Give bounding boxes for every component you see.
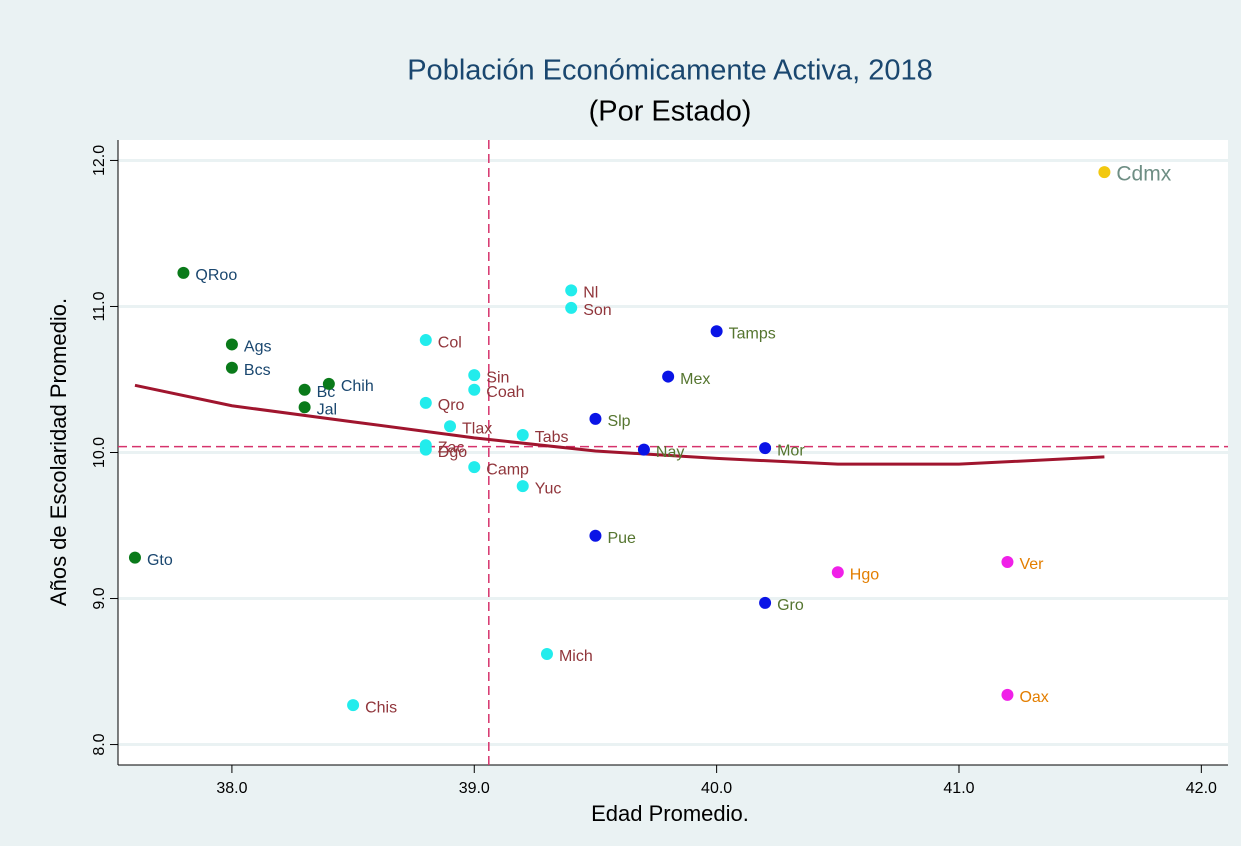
point — [831, 566, 844, 579]
chart-subtitle: (Por Estado) — [589, 96, 752, 128]
point-label: Nl — [583, 285, 598, 302]
point-label: Son — [583, 302, 611, 319]
point-label: Ags — [244, 339, 272, 356]
point — [540, 648, 553, 661]
point-label: Zac — [438, 439, 465, 456]
x-axis-label: Edad Promedio. — [591, 801, 749, 826]
x-tick-label: 38.0 — [216, 780, 247, 797]
y-axis-label: Años de Escolaridad Promedio. — [46, 298, 71, 606]
point — [298, 383, 311, 396]
y-tick-label: 10.0 — [91, 437, 108, 468]
point — [759, 442, 772, 455]
fit-line — [134, 383, 1105, 466]
point — [347, 699, 360, 712]
x-tick-label: 42.0 — [1186, 780, 1217, 797]
point-label: Tlax — [462, 420, 492, 437]
point — [637, 443, 650, 456]
point-label: Hgo — [850, 566, 879, 583]
point — [662, 370, 675, 383]
point-label: Tabs — [535, 429, 569, 446]
point-label: Tamps — [729, 326, 776, 343]
point — [589, 529, 602, 542]
point — [225, 338, 238, 351]
point-label: Chis — [365, 699, 397, 716]
point — [565, 284, 578, 297]
point — [759, 596, 772, 609]
point-label: Camp — [486, 461, 529, 478]
point-label: Mor — [777, 442, 805, 459]
point-label: Mex — [680, 371, 710, 388]
point — [225, 361, 238, 374]
point-label: Gro — [777, 597, 804, 614]
point-label: Cdmx — [1116, 163, 1171, 186]
point-label: Qro — [438, 397, 465, 414]
point — [444, 420, 457, 433]
point-label: Pue — [607, 530, 636, 547]
y-tick-label: 8.0 — [91, 733, 108, 755]
point — [1001, 556, 1014, 569]
point — [177, 266, 190, 279]
y-tick-label: 11.0 — [91, 291, 108, 321]
x-tick-label: 39.0 — [459, 780, 490, 797]
point — [298, 401, 311, 414]
point — [322, 377, 335, 390]
point-label: Yuc — [535, 480, 562, 497]
point — [565, 301, 578, 314]
point-label: Col — [438, 334, 462, 351]
point-label: Ver — [1019, 556, 1044, 573]
point — [419, 334, 432, 347]
point-label: Nay — [656, 444, 684, 461]
point-label: Sin — [486, 369, 509, 386]
point — [516, 428, 529, 441]
point-label: Gto — [147, 552, 173, 569]
point-label: Dgo — [438, 444, 467, 461]
point — [589, 412, 602, 425]
point — [468, 369, 481, 382]
point-label: Oax — [1019, 689, 1048, 706]
point — [419, 396, 432, 409]
y-tick-label: 9.0 — [91, 587, 108, 609]
point — [710, 325, 723, 338]
point — [419, 443, 432, 456]
point-label: Mich — [559, 648, 593, 665]
point — [468, 461, 481, 474]
point-label: Jal — [317, 401, 337, 418]
point — [468, 383, 481, 396]
point-label: Coah — [486, 384, 524, 401]
point — [1098, 166, 1111, 179]
point — [1001, 688, 1014, 701]
point-label: Slp — [607, 413, 630, 430]
chart-title: Población Económicamente Activa, 2018 — [407, 55, 933, 87]
point — [516, 480, 529, 493]
point-label: QRoo — [195, 267, 237, 284]
y-tick-label: 12.0 — [91, 145, 108, 176]
x-tick-label: 41.0 — [943, 780, 974, 797]
point — [128, 551, 141, 564]
point-label: Chih — [341, 378, 374, 395]
point-label: Bcs — [244, 362, 271, 379]
x-tick-label: 40.0 — [701, 780, 732, 797]
